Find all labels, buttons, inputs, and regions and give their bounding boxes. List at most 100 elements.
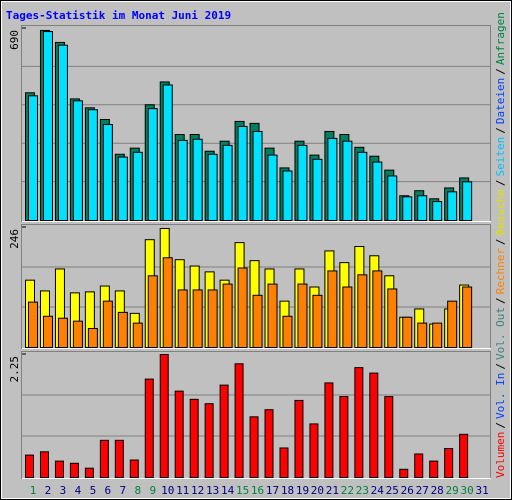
bar [249,416,259,479]
bar [39,451,49,479]
x-tick-label: 22 [341,484,354,497]
bar [222,283,233,348]
x-tick-label: 20 [311,484,324,497]
bar [294,399,304,479]
x-tick-label: 27 [416,484,429,497]
y-tick-label: 690 [8,30,21,50]
bar [447,300,458,349]
bar [327,137,338,221]
legend-separator: / [494,238,507,245]
bar [117,311,128,349]
bar [402,196,413,221]
bar [354,367,364,478]
x-tick-label: 21 [326,484,339,497]
legend-separator: / [494,363,507,370]
bar [147,275,158,349]
x-tick-label: 3 [60,484,67,497]
x-tick-label: 25 [386,484,399,497]
legend-entry: Dateien [494,78,507,124]
bar [84,467,94,478]
bar [357,274,368,349]
x-tick-label: 29 [446,484,459,497]
legend-separator: / [494,127,507,134]
bar [264,409,274,479]
x-tick-label: 4 [75,484,82,497]
bar [207,153,218,221]
bar [102,300,113,349]
bar [237,267,248,348]
bar [462,286,473,349]
legend-separator: / [494,422,507,429]
bar [28,95,38,221]
bar [99,439,109,478]
bar [54,460,64,479]
bar [387,175,398,221]
x-tick-label: 13 [206,484,219,497]
bar [219,384,229,479]
bar [177,289,188,348]
x-tick-label: 6 [105,484,112,497]
x-tick-label: 15 [236,484,249,497]
bar [189,398,199,478]
bar [177,139,188,221]
bar [282,315,293,348]
bar [25,454,34,479]
x-tick-label: 8 [134,484,141,497]
bar [28,301,38,349]
bar [162,84,173,221]
bar [252,130,263,222]
bar [57,317,68,349]
bar [207,289,218,348]
legend-separator: / [494,297,507,304]
bar [87,327,98,349]
bar [192,289,203,348]
legend-entry: Besuche [494,189,507,235]
bar [252,294,263,348]
x-tick-label: 16 [251,484,264,497]
x-tick-label: 30 [461,484,474,497]
legend-separator: / [494,179,507,186]
legend-entry: Vol. In [494,373,507,419]
bar [69,462,79,478]
bar [234,363,244,478]
bar [162,257,173,348]
bar [372,161,383,221]
bar [462,181,473,221]
y-tick-label: 2.25 [8,356,21,383]
bar [114,439,124,478]
bar [174,390,184,479]
bar [204,403,214,479]
x-tick-label: 31 [475,484,488,497]
bar [447,191,458,221]
bar [357,151,368,221]
bar [384,396,394,478]
bar [192,138,203,222]
bar [297,283,308,348]
legend: Volumen / Vol. In / Vol. Out / Rechner / Besuche… [494,12,507,478]
bar [342,140,353,221]
legend-entry: Volumen [494,432,507,478]
bar [417,322,428,348]
x-tick-label: 24 [371,484,385,497]
x-tick-label: 7 [120,484,127,497]
legend-entry: Vol. Out [494,307,507,360]
bar [309,423,319,478]
x-tick-label: 11 [176,484,189,497]
x-tick-label: 18 [281,484,294,497]
x-tick-label: 17 [266,484,279,497]
bar [387,288,398,348]
bar [159,354,169,478]
x-tick-label: 1 [30,484,37,497]
bar [342,286,353,349]
y-tick-label: 246 [8,229,21,249]
bar [132,151,143,221]
x-tick-label: 5 [90,484,97,497]
bar [324,382,334,478]
legend-entry: Anfragen [494,12,507,65]
bar [279,447,289,479]
x-tick-label: 14 [221,484,235,497]
bar [57,44,68,222]
bar [237,125,248,221]
bar [399,468,409,478]
